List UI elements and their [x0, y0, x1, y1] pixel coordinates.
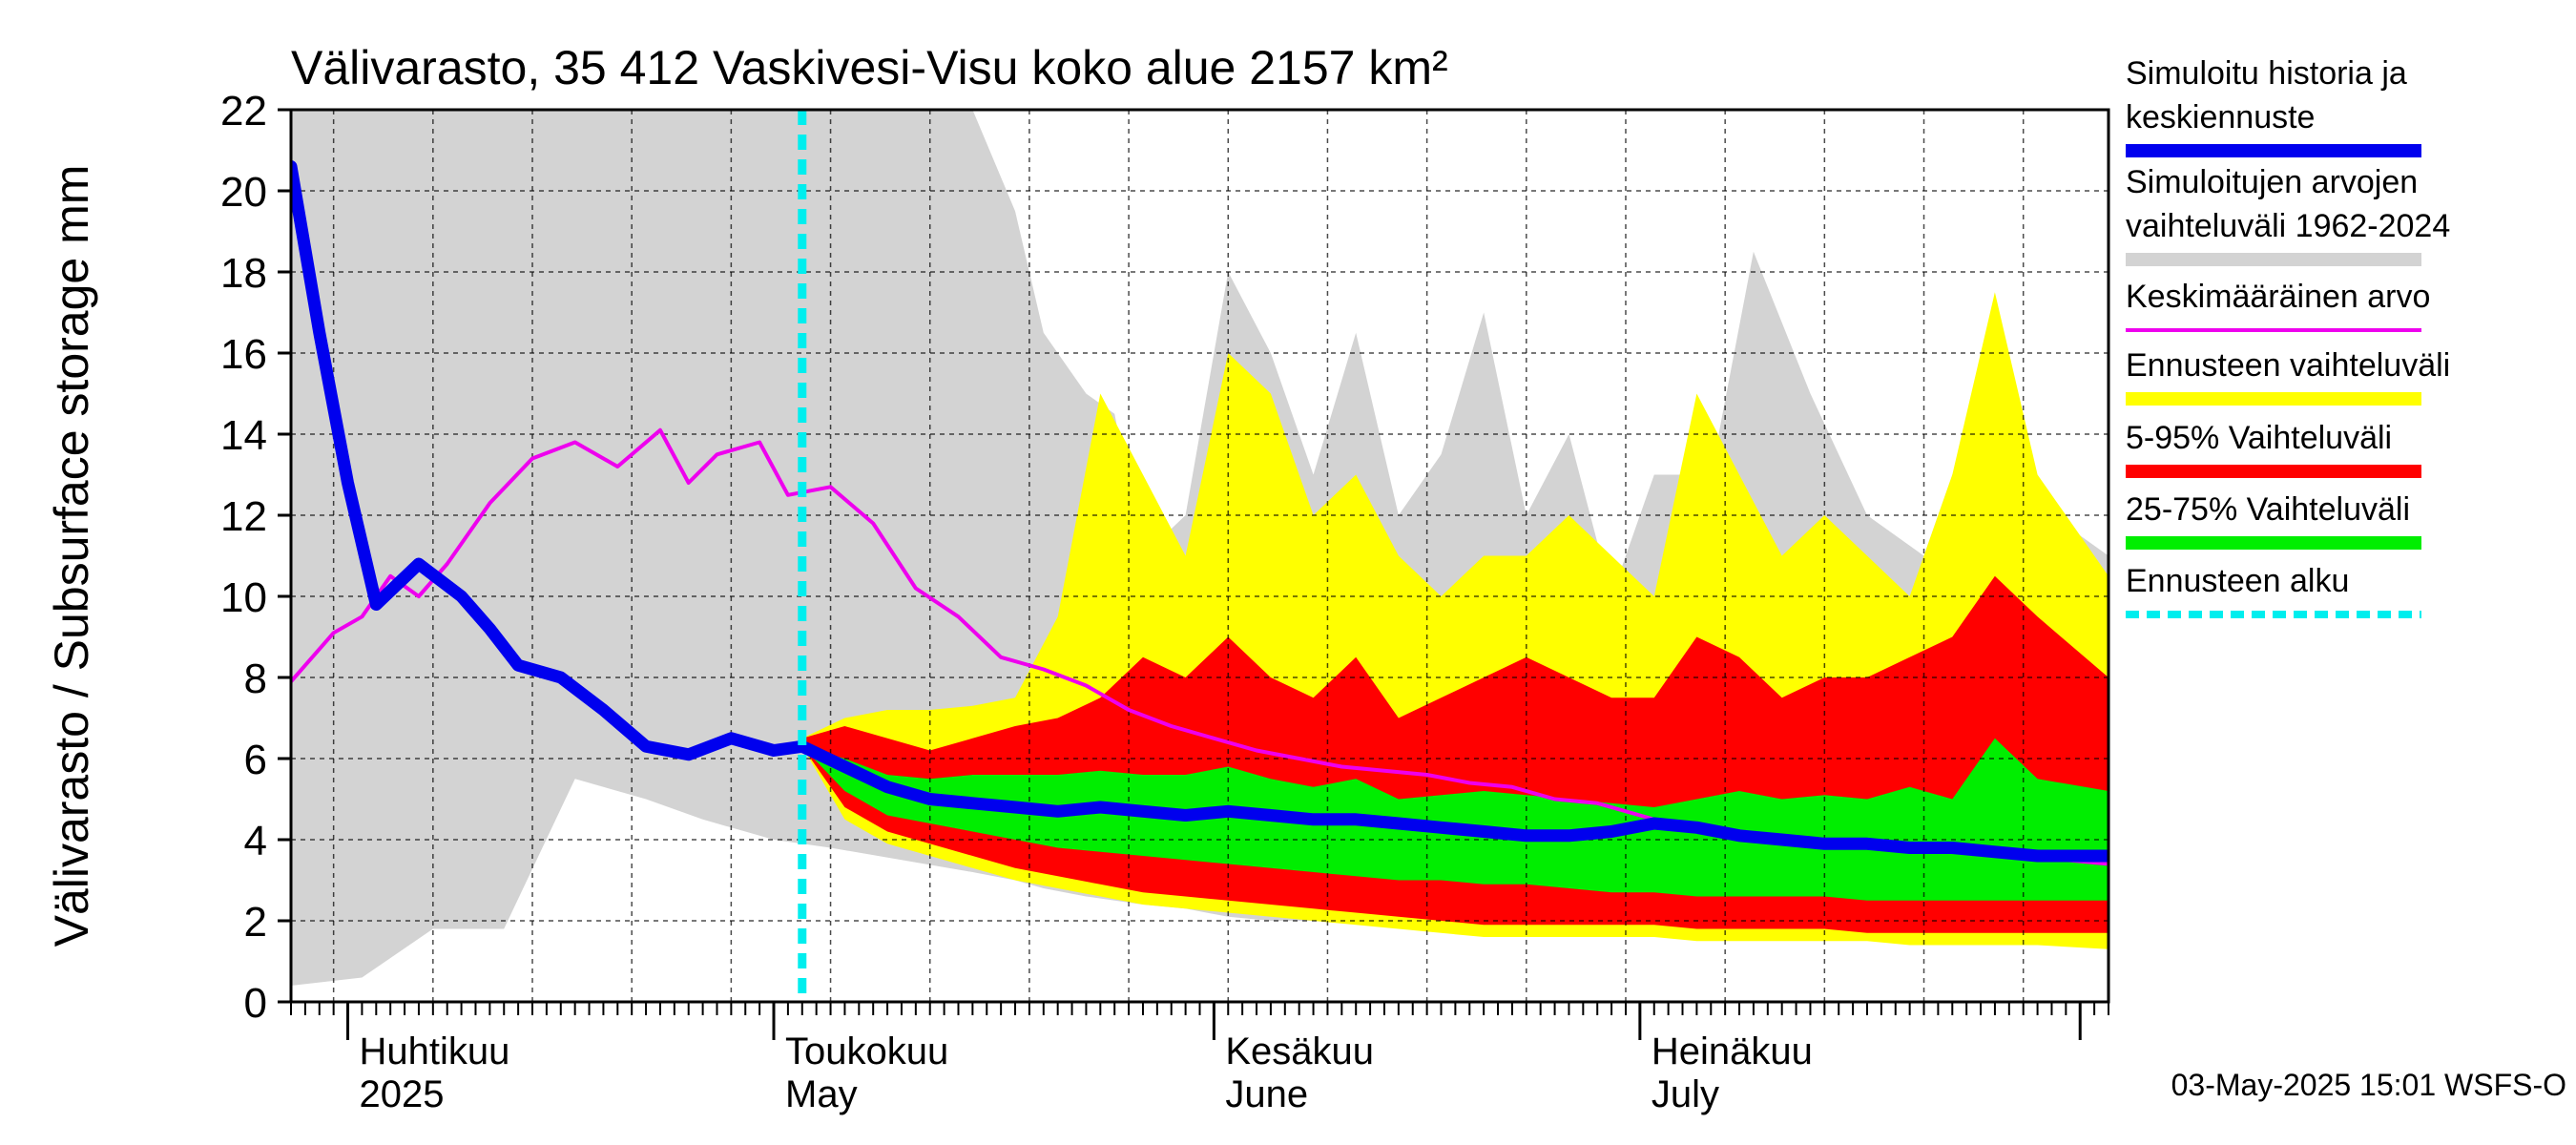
legend-label: Ennusteen vaihteluväli — [2126, 347, 2450, 384]
y-tick-label: 20 — [220, 169, 267, 216]
legend: Simuloitu historia ja keskiennuste Simuloi… — [2126, 55, 2450, 618]
simulated-series-line — [291, 160, 2109, 863]
x-month-sublabel: May — [785, 1073, 858, 1115]
chart-title: Välivarasto, 35 412 Vaskivesi-Visu koko … — [291, 41, 1448, 94]
y-tick-label: 10 — [220, 574, 267, 621]
y-axis-label: Välivarasto / Subsurface storage mm — [45, 165, 98, 947]
y-tick-label: 18 — [220, 250, 267, 297]
legend-label: keskiennuste — [2126, 99, 2315, 135]
timestamp: 03-May-2025 15:01 WSFS-O — [2171, 1068, 2566, 1102]
legend-label: 25-75% Vaihteluväli — [2126, 491, 2410, 528]
x-month-sublabel: June — [1225, 1073, 1308, 1115]
legend-label: Simuloitujen arvojen — [2126, 164, 2418, 200]
y-tick-label: 8 — [244, 656, 267, 702]
grid — [291, 110, 2109, 1002]
y-axis: 0 2 4 6 8 10 12 14 16 18 20 22 — [220, 88, 291, 1027]
y-tick-label: 22 — [220, 88, 267, 135]
y-tick-label: 2 — [244, 899, 267, 946]
y-tick-label: 16 — [220, 331, 267, 378]
legend-label: 5-95% Vaihteluväli — [2126, 420, 2392, 456]
y-tick-label: 0 — [244, 980, 267, 1027]
x-month-label: Toukokuu — [785, 1030, 948, 1072]
y-tick-label: 14 — [220, 412, 267, 459]
x-month-label: Kesäkuu — [1225, 1030, 1374, 1072]
x-month-label: Heinäkuu — [1652, 1030, 1813, 1072]
legend-label: vaihteluväli 1962-2024 — [2126, 208, 2450, 244]
x-month-sublabel: 2025 — [360, 1073, 445, 1115]
x-month-label: Huhtikuu — [360, 1030, 510, 1072]
legend-label: Simuloitu historia ja — [2126, 55, 2407, 92]
plot-area — [289, 108, 2110, 1004]
x-month-sublabel: July — [1652, 1073, 1719, 1115]
legend-label: Keskimääräinen arvo — [2126, 279, 2430, 315]
y-tick-label: 6 — [244, 737, 267, 783]
plot-content — [291, 110, 2109, 1002]
legend-label: Ennusteen alku — [2126, 563, 2349, 599]
y-tick-label: 12 — [220, 493, 267, 540]
y-tick-label: 4 — [244, 818, 267, 864]
